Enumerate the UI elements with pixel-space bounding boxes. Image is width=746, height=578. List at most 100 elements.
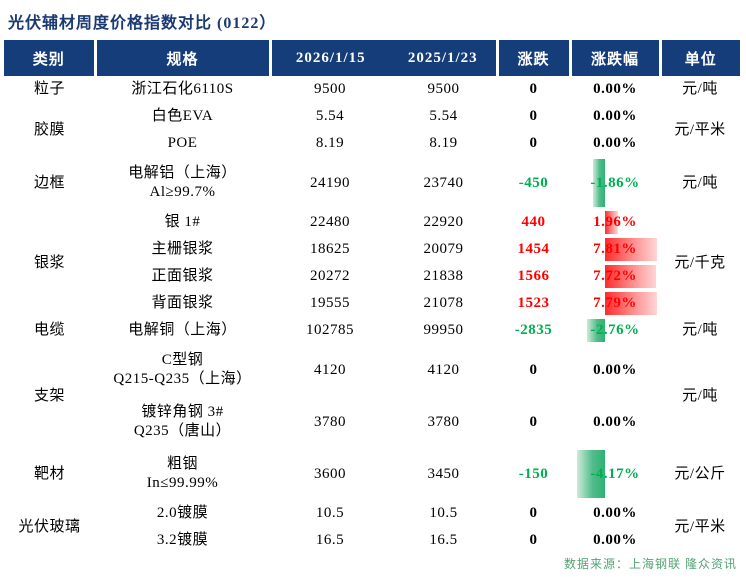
change-pct-value: -2.76%: [590, 322, 640, 338]
spec-line: POE: [167, 135, 198, 151]
change-cell: 0: [529, 135, 538, 151]
table-row: 3.2镀膜 16.5 16.5 0 0.00%: [4, 527, 740, 554]
price-previous-cell: 10.5: [429, 505, 458, 521]
unit-cell: 元/千克: [674, 254, 726, 271]
header-unit: 单位: [660, 40, 740, 76]
price-current-cell: 102785: [306, 322, 354, 338]
spec-line: 浙江石化6110S: [131, 81, 234, 97]
category-cell: 支架: [33, 387, 65, 404]
change-pct-value: 0.00%: [593, 505, 637, 521]
change-cell: 440: [521, 214, 546, 230]
change-pct-cell: 0.00%: [570, 500, 660, 527]
change-pct-value: 0.00%: [593, 413, 637, 430]
price-current-cell: 3600: [314, 465, 346, 482]
unit-cell: 元/吨: [682, 322, 718, 338]
unit-cell: 元/公斤: [674, 465, 726, 482]
change-pct-cell: 0.00%: [570, 103, 660, 130]
spec-line: In≤99.99%: [146, 475, 219, 491]
spec-line: C型钢: [161, 352, 204, 368]
table-row: 背面银浆 19555 21078 1523 7.79%: [4, 290, 740, 317]
change-pct-cell: -2.76%: [570, 317, 660, 344]
change-cell: 0: [529, 108, 538, 124]
price-current-cell: 18625: [310, 241, 350, 257]
price-previous-cell: 23740: [423, 174, 464, 191]
data-source-note: 数据来源：上海钢联 隆众资讯: [563, 557, 737, 571]
change-cell: -150: [518, 465, 549, 482]
change-bar: [605, 292, 657, 315]
price-current-cell: 3780: [314, 413, 346, 430]
spec-line: Q235（唐山）: [133, 423, 232, 439]
table-row: 电缆 电解铜（上海） 102785 99950 -2835 -2.76% 元/吨: [4, 317, 740, 344]
change-pct-cell: 0.00%: [570, 130, 660, 157]
header-date-previous: 2025/1/23: [390, 40, 499, 76]
change-pct-value: 1.96%: [593, 214, 637, 230]
price-current-cell: 20272: [310, 268, 350, 284]
spec-cell: 银 1#: [95, 209, 270, 236]
price-current-cell: 5.54: [315, 108, 345, 124]
change-cell: -2835: [514, 322, 553, 338]
change-pct-cell: 0.00%: [570, 76, 660, 103]
category-cell: 靶材: [33, 465, 65, 482]
category-cell: 边框: [33, 174, 65, 191]
spec-line: 背面银浆: [151, 295, 214, 311]
spec-cell: 白色EVA: [95, 103, 270, 130]
price-current-cell: 8.19: [315, 135, 345, 151]
unit-cell: 元/吨: [682, 81, 718, 97]
header-date-current: 2026/1/15: [270, 40, 390, 76]
spec-cell: 正面银浆: [95, 263, 270, 290]
change-cell: 1454: [517, 241, 550, 257]
change-cell: 0: [529, 532, 538, 548]
category-cell: 粒子: [33, 81, 65, 97]
spec-line: 3.2镀膜: [156, 532, 209, 548]
price-current-cell: 10.5: [315, 505, 345, 521]
change-bar: [586, 319, 605, 342]
spec-line: 粗铟: [166, 456, 198, 472]
unit-cell: 元/平米: [674, 121, 726, 138]
spec-cell: 2.0镀膜: [95, 500, 270, 527]
change-pct-value: -4.17%: [590, 465, 640, 482]
change-pct-value: 0.00%: [593, 108, 637, 124]
table-body: 粒子 浙江石化6110S 9500 9500 0 0.00% 元/吨 胶膜 白色EVA 5.54 5…: [4, 76, 740, 554]
change-pct-cell: 0.00%: [570, 396, 660, 448]
spec-line: 白色EVA: [151, 108, 214, 124]
spec-cell: 主栅银浆: [95, 236, 270, 263]
spec-cell: 粗铟 In≤99.99%: [95, 448, 270, 500]
price-previous-cell: 22920: [423, 214, 464, 230]
price-current-cell: 24190: [310, 174, 350, 191]
price-table: 类别 规格 2026/1/15 2025/1/23 涨跌 涨跌幅 单位 粒子 浙江…: [4, 40, 740, 554]
change-bar: [577, 450, 605, 498]
price-current-cell: 9500: [314, 81, 346, 97]
change-pct-value: 7.81%: [593, 241, 637, 257]
change-pct-cell: -4.17%: [570, 448, 660, 500]
price-current-cell: 22480: [310, 214, 350, 230]
header-category: 类别: [4, 40, 97, 76]
table-row: 镀锌角钢 3# Q235（唐山） 3780 3780 0 0.00%: [4, 396, 740, 448]
price-previous-cell: 21838: [423, 268, 464, 284]
spec-line: 电解铝（上海）: [128, 165, 237, 181]
change-pct-cell: 7.72%: [570, 263, 660, 290]
table-row: POE 8.19 8.19 0 0.00%: [4, 130, 740, 157]
price-previous-cell: 3450: [427, 465, 460, 482]
spec-line: 2.0镀膜: [156, 505, 209, 521]
change-cell: 0: [529, 361, 538, 378]
change-pct-value: 0.00%: [593, 361, 637, 378]
unit-cell: 元/平米: [674, 518, 726, 535]
spec-cell: 浙江石化6110S: [95, 76, 270, 103]
price-previous-cell: 9500: [427, 81, 460, 97]
change-pct-value: 7.79%: [593, 295, 637, 311]
header-change-pct: 涨跌幅: [570, 40, 662, 76]
spec-line: 电解铜（上海）: [128, 322, 237, 338]
change-cell: 0: [529, 505, 538, 521]
spec-line: 主栅银浆: [151, 241, 214, 257]
spec-line: 银 1#: [164, 214, 201, 230]
price-previous-cell: 5.54: [429, 108, 458, 124]
spec-line: Q215-Q235（上海）: [113, 371, 252, 387]
table-row: 胶膜 白色EVA 5.54 5.54 0 0.00% 元/平米: [4, 103, 740, 138]
header-spec: 规格: [95, 40, 272, 76]
spec-cell: 电解铜（上海）: [95, 317, 270, 344]
table-row: 粒子 浙江石化6110S 9500 9500 0 0.00% 元/吨: [4, 76, 740, 103]
table-row: 正面银浆 20272 21838 1566 7.72%: [4, 263, 740, 290]
change-pct-value: 0.00%: [593, 81, 637, 97]
table-row: 银浆 银 1# 22480 22920 440 1.96% 元/千克: [4, 209, 740, 271]
